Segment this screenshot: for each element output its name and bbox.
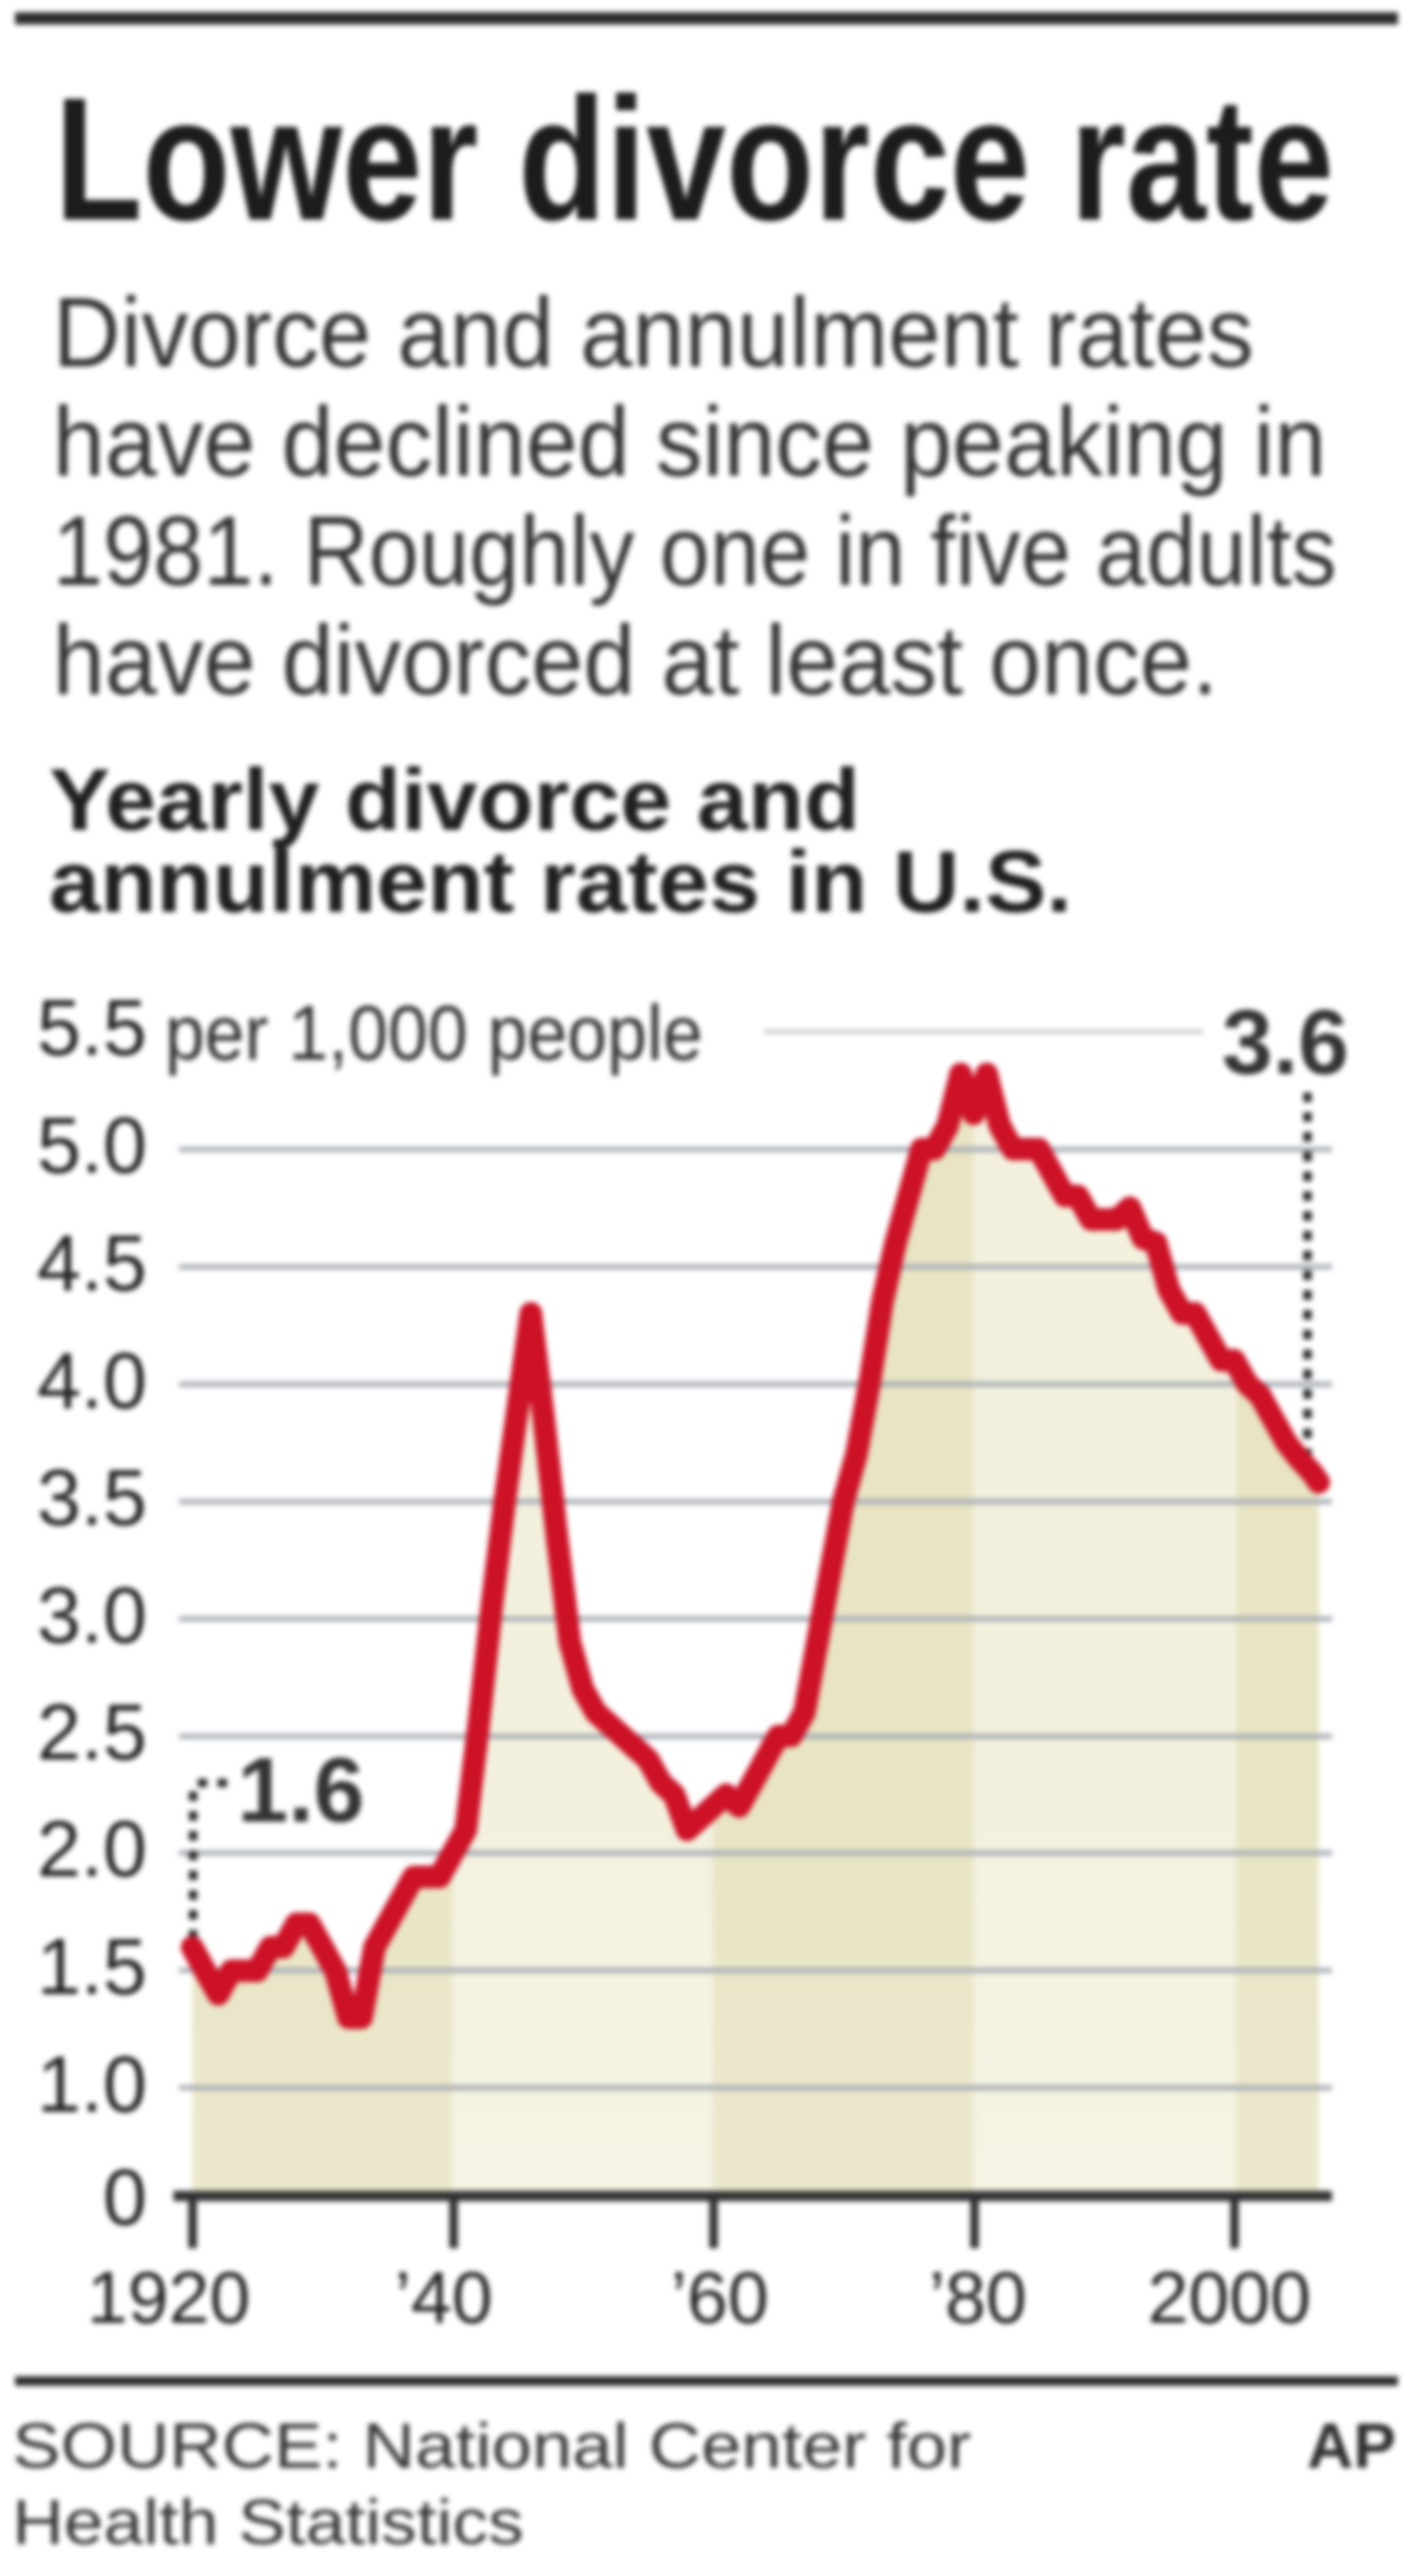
- svg-text:1981. Roughly one in five adul: 1981. Roughly one in five adults: [53, 496, 1337, 607]
- svg-text:0: 0: [103, 2153, 147, 2242]
- svg-text:4.0: 4.0: [37, 1337, 147, 1425]
- svg-text:3.6: 3.6: [1222, 991, 1349, 1094]
- svg-text:Divorce and annulment rates: Divorce and annulment rates: [53, 278, 1254, 388]
- svg-text:5.0: 5.0: [37, 1101, 147, 1190]
- svg-text:have declined since peaking in: have declined since peaking in: [53, 387, 1326, 497]
- svg-text:’40: ’40: [395, 2256, 493, 2339]
- svg-text:Health Statistics: Health Statistics: [12, 2487, 524, 2558]
- svg-text:SOURCE: National Center for: SOURCE: National Center for: [12, 2410, 971, 2482]
- svg-text:1920: 1920: [87, 2256, 251, 2339]
- svg-text:’60: ’60: [671, 2256, 769, 2339]
- svg-text:1.5: 1.5: [37, 1922, 147, 2011]
- svg-text:’80: ’80: [929, 2256, 1027, 2339]
- svg-text:2.0: 2.0: [37, 1805, 147, 1893]
- svg-text:3.0: 3.0: [37, 1571, 147, 1660]
- svg-text:2000: 2000: [1147, 2256, 1311, 2339]
- svg-text:annulment rates in U.S.: annulment rates in U.S.: [49, 833, 1072, 931]
- svg-text:have divorced at least once.: have divorced at least once.: [53, 606, 1218, 716]
- svg-text:4.5: 4.5: [37, 1219, 147, 1307]
- svg-text:1.6: 1.6: [237, 1739, 365, 1841]
- svg-text:5.5: 5.5: [37, 983, 147, 1072]
- svg-text:2.5: 2.5: [37, 1688, 147, 1776]
- svg-text:3.5: 3.5: [37, 1453, 147, 1542]
- svg-text:per 1,000 people: per 1,000 people: [165, 989, 703, 1077]
- svg-text:Yearly divorce and: Yearly divorce and: [49, 751, 860, 849]
- svg-text:1.0: 1.0: [37, 2040, 147, 2129]
- svg-text:Lower divorce rate: Lower divorce rate: [55, 62, 1334, 257]
- svg-text:AP: AP: [1307, 2410, 1396, 2482]
